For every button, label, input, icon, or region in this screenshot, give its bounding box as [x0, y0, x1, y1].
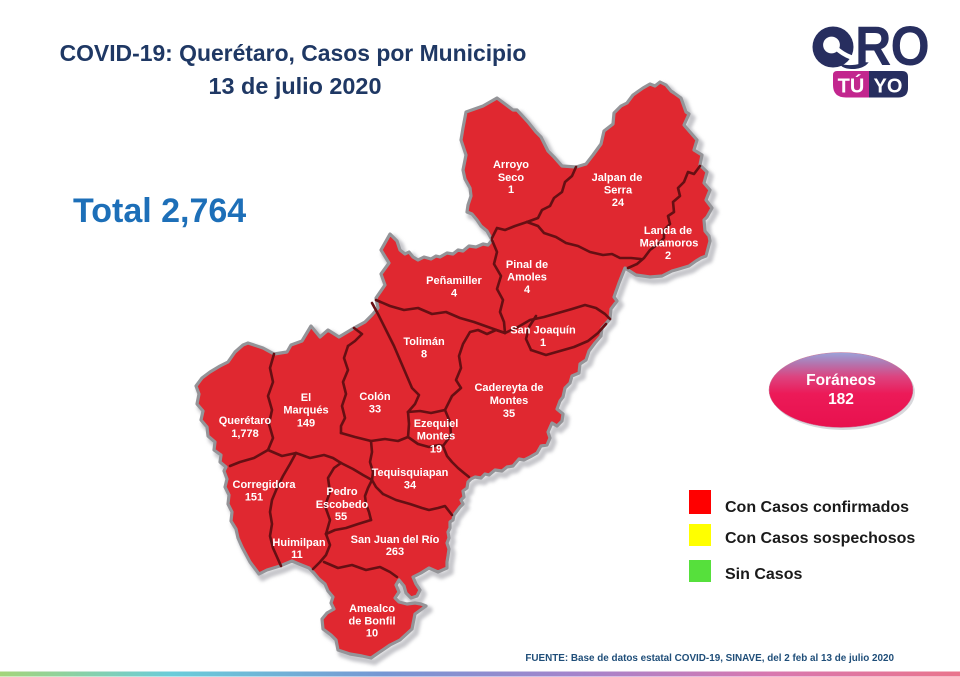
svg-text:Montes: Montes	[417, 431, 456, 443]
svg-text:Tolimán: Tolimán	[403, 336, 445, 348]
svg-text:Con Casos sospechosos: Con Casos sospechosos	[725, 530, 915, 547]
svg-text:Jalpan de: Jalpan de	[592, 172, 643, 184]
svg-text:Con Casos confirmados: Con Casos confirmados	[725, 499, 909, 516]
svg-text:11: 11	[291, 549, 303, 561]
svg-text:2: 2	[665, 250, 671, 262]
svg-text:Huimilpan: Huimilpan	[272, 537, 325, 549]
svg-text:Arroyo: Arroyo	[493, 159, 529, 171]
svg-text:Montes: Montes	[490, 395, 529, 407]
svg-text:Pinal de: Pinal de	[506, 259, 548, 271]
svg-text:35: 35	[503, 408, 515, 420]
svg-text:El: El	[301, 392, 311, 404]
svg-text:Amealco: Amealco	[349, 603, 395, 615]
svg-text:8: 8	[421, 349, 427, 361]
svg-text:Sin Casos: Sin Casos	[725, 566, 802, 583]
svg-text:Querétaro: Querétaro	[219, 415, 272, 427]
svg-text:Landa de: Landa de	[644, 225, 692, 237]
svg-text:Escobedo: Escobedo	[316, 499, 369, 511]
svg-text:19: 19	[430, 443, 442, 455]
svg-text:Cadereyta de: Cadereyta de	[474, 382, 543, 394]
svg-text:San Joaquín: San Joaquín	[510, 325, 576, 337]
svg-text:Pedro: Pedro	[326, 486, 357, 498]
svg-text:COVID-19: Querétaro, Casos por: COVID-19: Querétaro, Casos por Municipio	[60, 40, 527, 66]
svg-text:34: 34	[404, 480, 417, 492]
svg-text:San Juan del Río: San Juan del Río	[351, 534, 440, 546]
svg-text:1: 1	[508, 184, 514, 196]
svg-text:FUENTE: Base de datos estatal: FUENTE: Base de datos estatal COVID-19, …	[525, 653, 894, 664]
svg-text:Marqués: Marqués	[283, 405, 328, 417]
svg-text:Foráneos: Foráneos	[806, 372, 876, 389]
svg-text:263: 263	[386, 546, 404, 558]
svg-text:Seco: Seco	[498, 172, 525, 184]
svg-text:33: 33	[369, 404, 381, 416]
svg-text:10: 10	[366, 628, 378, 640]
svg-text:1,778: 1,778	[231, 428, 259, 440]
svg-text:151: 151	[245, 492, 263, 504]
svg-text:TÚ: TÚ	[838, 74, 865, 98]
svg-text:Serra: Serra	[604, 185, 633, 197]
svg-text:13 de julio 2020: 13 de julio 2020	[209, 73, 382, 99]
svg-text:1: 1	[540, 337, 546, 349]
svg-text:149: 149	[297, 417, 315, 429]
svg-text:Total 2,764: Total 2,764	[73, 192, 246, 230]
svg-text:Colón: Colón	[359, 391, 390, 403]
svg-text:Ezequiel: Ezequiel	[414, 418, 459, 430]
svg-text:Matamoros: Matamoros	[640, 238, 699, 250]
svg-text:4: 4	[524, 284, 531, 296]
svg-text:Tequisquiapan: Tequisquiapan	[372, 467, 449, 479]
svg-text:182: 182	[828, 391, 854, 408]
svg-text:de Bonfil: de Bonfil	[348, 615, 395, 627]
svg-text:YO: YO	[874, 76, 903, 98]
svg-text:4: 4	[451, 288, 458, 300]
svg-text:Corregidora: Corregidora	[233, 479, 297, 491]
svg-text:RO: RO	[855, 16, 929, 78]
svg-text:Peñamiller: Peñamiller	[426, 275, 482, 287]
svg-text:24: 24	[612, 197, 625, 209]
svg-text:55: 55	[335, 511, 347, 523]
svg-text:Amoles: Amoles	[507, 272, 547, 284]
